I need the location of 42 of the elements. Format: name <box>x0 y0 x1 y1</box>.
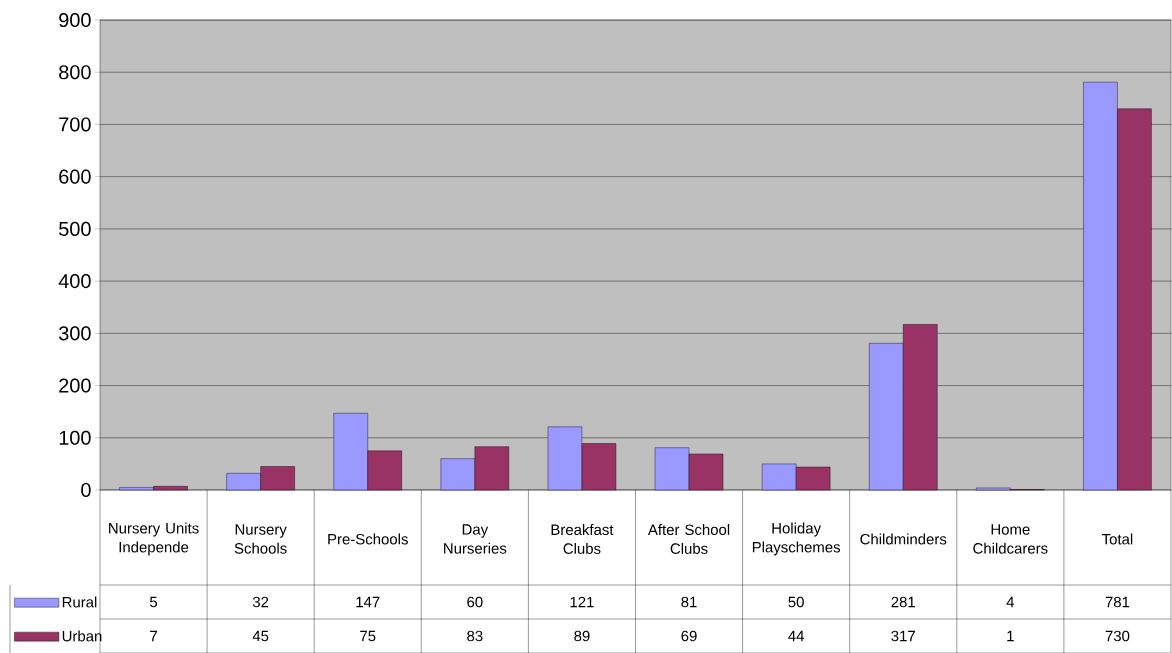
x-tick-label: Pre-Schools <box>328 533 408 545</box>
y-tick-label: 800 <box>59 65 91 80</box>
x-tick-label: Holiday Playschemes <box>752 522 841 556</box>
data-label: 44 <box>788 630 805 642</box>
x-tick-label: Total <box>1101 533 1133 545</box>
legend-label: Urban <box>62 630 102 642</box>
data-label: 5 <box>149 596 158 608</box>
x-tick-label: Home Childcarers <box>973 524 1048 554</box>
data-label: 1 <box>1007 630 1014 642</box>
data-label: 83 <box>467 630 483 642</box>
legend-label: Rural <box>62 596 97 608</box>
data-label: 60 <box>467 596 483 608</box>
data-label: 81 <box>681 596 697 608</box>
x-tick-label: Nursery Schools <box>234 524 287 554</box>
data-label: 730 <box>1105 630 1130 642</box>
data-label: 121 <box>570 596 594 608</box>
data-label: 69 <box>681 630 697 642</box>
y-tick-label: 500 <box>59 221 91 236</box>
x-tick-label: Childminders <box>860 533 947 545</box>
y-tick-label: 900 <box>59 12 91 28</box>
data-label: 781 <box>1105 596 1130 608</box>
data-label: 281 <box>891 596 915 608</box>
y-tick-label: 400 <box>58 274 91 289</box>
data-label: 7 <box>150 630 157 642</box>
y-tick-label: 100 <box>59 430 91 445</box>
y-tick-label: 200 <box>59 378 91 393</box>
y-tick-label: 300 <box>59 326 91 341</box>
data-label: 45 <box>252 630 269 642</box>
data-label: 147 <box>356 596 380 608</box>
data-label: 75 <box>360 630 376 642</box>
x-tick-label: Breakfast Clubs <box>551 524 614 554</box>
data-label: 4 <box>1006 596 1015 608</box>
y-tick-label: 600 <box>59 169 91 184</box>
y-tick-label: 0 <box>81 482 91 498</box>
x-tick-label: After School Clubs <box>647 524 730 554</box>
data-label: 317 <box>891 630 915 642</box>
data-label: 89 <box>574 630 590 642</box>
x-tick-label: Nursery Units Independe <box>109 522 199 556</box>
y-tick-label: 700 <box>59 117 91 132</box>
data-label: 50 <box>788 596 804 608</box>
data-label: 32 <box>252 596 269 608</box>
x-tick-label: Day Nurseries <box>444 524 507 554</box>
